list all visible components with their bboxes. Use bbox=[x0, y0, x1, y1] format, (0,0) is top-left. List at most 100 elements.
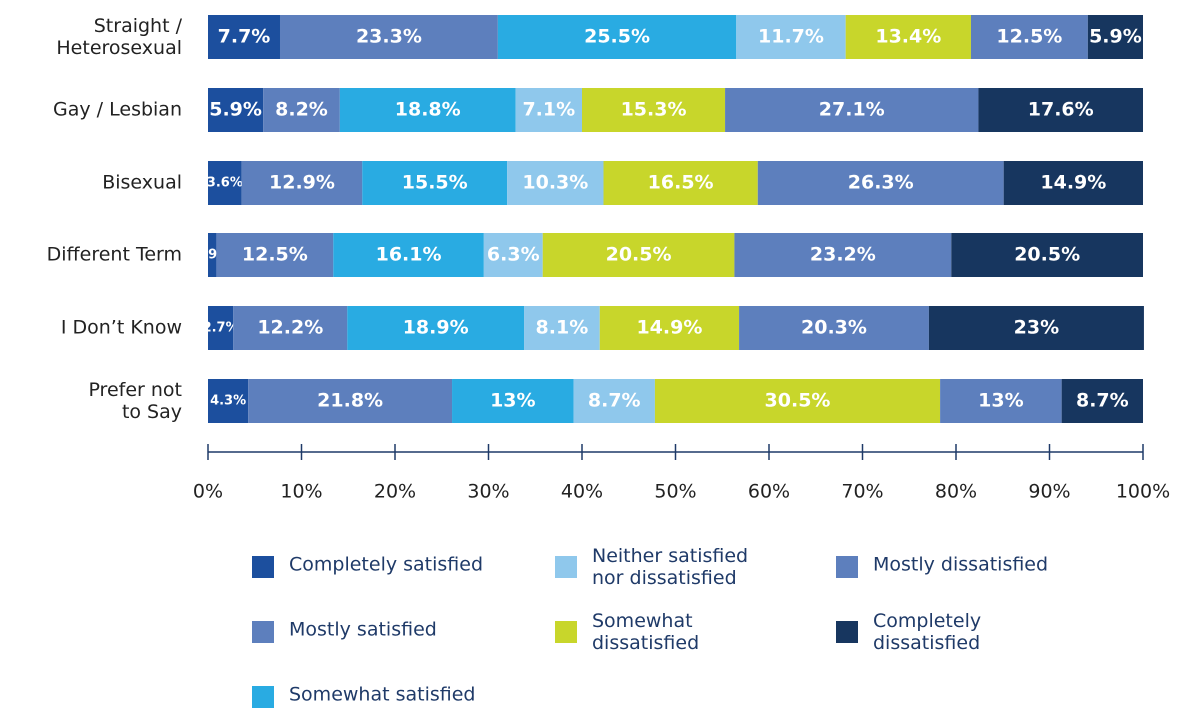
legend-swatch bbox=[252, 686, 274, 708]
bar-segment bbox=[736, 15, 846, 59]
y-tick-label: Different Term bbox=[47, 244, 182, 266]
bar-segment bbox=[208, 161, 242, 205]
value-label: 5.9% bbox=[1089, 26, 1142, 48]
bar-segment bbox=[734, 233, 952, 277]
bar-segment bbox=[216, 233, 334, 277]
bar-segment bbox=[362, 161, 508, 205]
value-label: 5.9% bbox=[209, 99, 262, 121]
bar-segment bbox=[725, 88, 979, 132]
bar-segment bbox=[507, 161, 604, 205]
bar-segment bbox=[654, 379, 941, 423]
value-label: 23.3% bbox=[356, 26, 422, 48]
bar-segment bbox=[1061, 379, 1143, 423]
value-label: 20.5% bbox=[1014, 244, 1080, 266]
bar-segment bbox=[497, 15, 737, 59]
y-tick-label: Straight / Heterosexual bbox=[56, 15, 182, 59]
value-label: 16.5% bbox=[648, 172, 714, 194]
x-tick-label: 10% bbox=[280, 481, 322, 503]
bar-segment bbox=[452, 379, 574, 423]
bar-segment bbox=[524, 306, 600, 350]
x-tick-label: 60% bbox=[748, 481, 790, 503]
bar-segment bbox=[248, 379, 453, 423]
value-label: 8.7% bbox=[588, 390, 641, 412]
value-label: 12.9% bbox=[269, 172, 335, 194]
bar-segment bbox=[542, 233, 735, 277]
bar-segment bbox=[333, 233, 484, 277]
value-label: 18.8% bbox=[395, 99, 461, 121]
value-label: 8.7% bbox=[1076, 390, 1129, 412]
legend-label: Somewhat satisfied bbox=[289, 684, 475, 706]
value-label: 16.1% bbox=[376, 244, 442, 266]
value-label: 25.5% bbox=[584, 26, 650, 48]
value-label: 13.4% bbox=[875, 26, 941, 48]
value-label: 12.5% bbox=[996, 26, 1062, 48]
legend-label: Mostly satisfied bbox=[289, 619, 437, 641]
value-label: 26.3% bbox=[848, 172, 914, 194]
value-label: 8.2% bbox=[275, 99, 328, 121]
bar-segment bbox=[515, 88, 582, 132]
legend-label: Completely dissatisfied bbox=[873, 610, 981, 654]
y-tick-label: I Don’t Know bbox=[61, 317, 182, 339]
bar-segment bbox=[347, 306, 525, 350]
bar-segment bbox=[603, 161, 758, 205]
bar-segment bbox=[483, 233, 543, 277]
value-label: 10.3% bbox=[522, 172, 588, 194]
value-label: 12.2% bbox=[257, 317, 323, 339]
legend-swatch bbox=[555, 556, 577, 578]
x-tick-label: 70% bbox=[841, 481, 883, 503]
legend-swatch bbox=[836, 621, 858, 643]
bar-segment bbox=[845, 15, 971, 59]
value-label: 7.7% bbox=[218, 26, 271, 48]
x-tick-label: 100% bbox=[1116, 481, 1170, 503]
bar-segment bbox=[208, 379, 249, 423]
value-label: 23.2% bbox=[810, 244, 876, 266]
value-label: 4.3% bbox=[210, 394, 246, 409]
y-tick-label: Gay / Lesbian bbox=[53, 99, 182, 121]
value-label: 15.5% bbox=[402, 172, 468, 194]
value-label: 17.6% bbox=[1028, 99, 1094, 121]
y-tick-label: Bisexual bbox=[102, 172, 182, 194]
bar-segment bbox=[241, 161, 363, 205]
value-label: 13% bbox=[978, 390, 1023, 412]
bar-segment bbox=[208, 15, 280, 59]
value-label: 14.9% bbox=[1040, 172, 1106, 194]
bar-segment bbox=[599, 306, 740, 350]
bar-segment bbox=[263, 88, 340, 132]
x-tick-label: 30% bbox=[467, 481, 509, 503]
legend-swatch bbox=[836, 556, 858, 578]
bar-segment bbox=[279, 15, 498, 59]
value-label: 11.7% bbox=[758, 26, 824, 48]
value-label: 18.9% bbox=[403, 317, 469, 339]
x-tick-label: 80% bbox=[935, 481, 977, 503]
legend-label: Somewhat dissatisfied bbox=[592, 610, 699, 654]
value-label: 3.6% bbox=[207, 176, 243, 191]
bar-segment bbox=[970, 15, 1088, 59]
legend-swatch bbox=[252, 621, 274, 643]
value-label: 12.5% bbox=[242, 244, 308, 266]
x-tick-label: 20% bbox=[374, 481, 416, 503]
bar-segment bbox=[951, 233, 1143, 277]
value-label: 23% bbox=[1014, 317, 1059, 339]
value-label: 8.1% bbox=[536, 317, 589, 339]
bar-segment bbox=[208, 233, 217, 277]
value-label: 14.9% bbox=[636, 317, 702, 339]
value-label: 2.7% bbox=[203, 321, 239, 336]
bar-segment bbox=[940, 379, 1062, 423]
x-tick-label: 50% bbox=[654, 481, 696, 503]
value-label: 30.5% bbox=[765, 390, 831, 412]
x-tick-label: 40% bbox=[561, 481, 603, 503]
legend-swatch bbox=[555, 621, 577, 643]
bar-segment bbox=[1003, 161, 1143, 205]
bar-segment bbox=[739, 306, 929, 350]
bar-segment bbox=[978, 88, 1143, 132]
x-tick-label: 90% bbox=[1028, 481, 1070, 503]
value-label: 7.1% bbox=[522, 99, 575, 121]
legend-label: Mostly dissatisfied bbox=[873, 554, 1048, 576]
bar-segment bbox=[573, 379, 655, 423]
value-label: 15.3% bbox=[621, 99, 687, 121]
legend-label: Completely satisfied bbox=[289, 554, 483, 576]
value-label: 13% bbox=[490, 390, 535, 412]
value-label: 21.8% bbox=[317, 390, 383, 412]
bar-segment bbox=[582, 88, 726, 132]
